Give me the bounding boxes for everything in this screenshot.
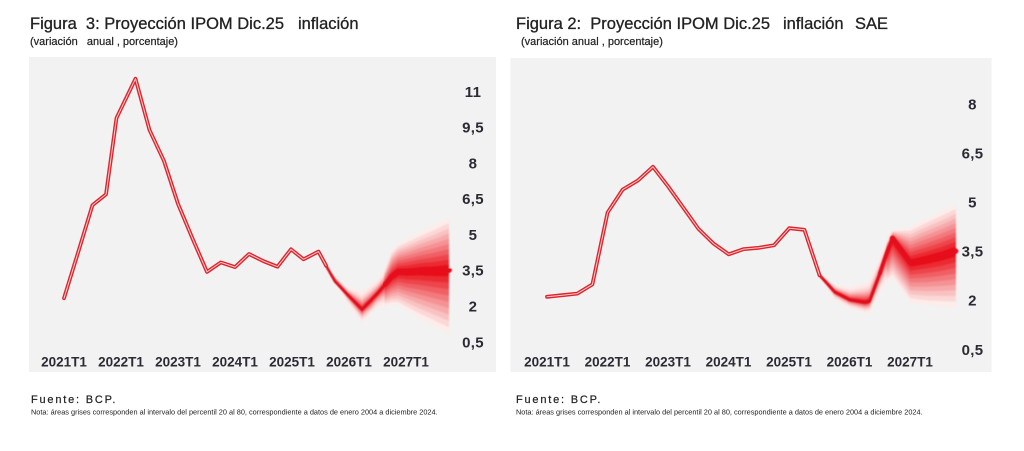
svg-text:5: 5 [469,227,478,244]
svg-text:Figura 3: Proyección IPOM Dic: Figura 3: Proyección IPOM Dic.25 [30,15,284,33]
svg-text:(variación anual , porcentaje): (variación anual , porcentaje) [521,36,663,48]
svg-text:8: 8 [968,97,977,114]
svg-text:5: 5 [968,195,977,212]
svg-text:9,5: 9,5 [462,120,484,137]
svg-text:8: 8 [469,155,478,172]
svg-text:(variación anual , porcentaj: (variación anual , porcentaje) [30,36,178,48]
svg-text:2021T1: 2021T1 [41,355,87,370]
svg-text:Nota: áreas grises corresponde: Nota: áreas grises corresponden al inter… [516,408,923,417]
svg-text:2025T1: 2025T1 [269,355,315,370]
svg-text:2026T1: 2026T1 [326,355,372,370]
svg-text:2027T1: 2027T1 [887,355,933,370]
svg-text:3,5: 3,5 [962,244,984,261]
svg-text:2024T1: 2024T1 [212,355,258,370]
svg-text:Nota: áreas grises corresponde: Nota: áreas grises corresponden al inter… [31,408,438,417]
svg-text:2: 2 [968,293,977,310]
svg-text:Figura 2: Proyección IPOM Dic: Figura 2: Proyección IPOM Dic.25 [516,15,770,33]
svg-text:2025T1: 2025T1 [766,355,812,370]
svg-text:2022T1: 2022T1 [98,355,144,370]
svg-text:11: 11 [465,84,481,101]
svg-text:2024T1: 2024T1 [706,355,752,370]
svg-text:2022T1: 2022T1 [585,355,631,370]
svg-text:2023T1: 2023T1 [645,355,691,370]
svg-text:Fuente: BCP.: Fuente: BCP. [31,394,117,406]
svg-text:0,5: 0,5 [462,334,484,351]
svg-text:0,5: 0,5 [962,342,984,359]
svg-text:6,5: 6,5 [962,146,984,163]
svg-text:6,5: 6,5 [462,191,484,208]
svg-text:inflación: inflación [298,15,359,33]
svg-text:2023T1: 2023T1 [155,355,201,370]
svg-text:3,5: 3,5 [462,263,484,280]
svg-text:2021T1: 2021T1 [524,355,570,370]
svg-text:2: 2 [469,299,478,316]
svg-text:inflación: inflación [783,15,844,33]
svg-text:2027T1: 2027T1 [383,355,429,370]
svg-text:Fuente: BCP.: Fuente: BCP. [516,394,602,406]
svg-text:2026T1: 2026T1 [827,355,873,370]
svg-text:SAE: SAE [855,15,888,33]
